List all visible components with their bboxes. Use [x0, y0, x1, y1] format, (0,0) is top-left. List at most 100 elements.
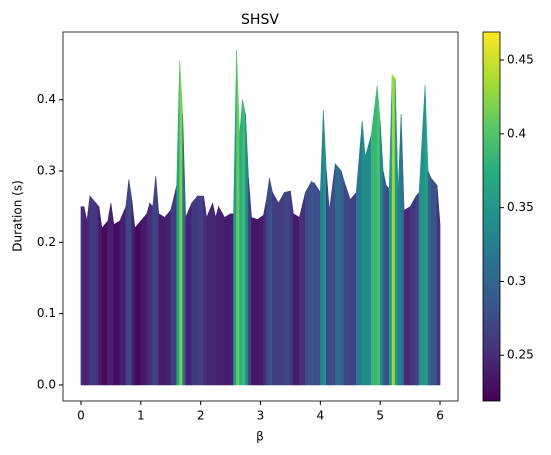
area-segment	[185, 203, 192, 386]
area-segment	[436, 185, 441, 386]
area-segment	[164, 209, 172, 386]
x-tick-label: 6	[436, 409, 444, 423]
area-segment	[349, 191, 357, 386]
area-segment	[233, 49, 237, 386]
area-segment	[284, 190, 291, 386]
area-segment	[335, 163, 342, 386]
area-segment	[388, 74, 393, 386]
area-segment	[197, 195, 204, 386]
area-segment	[113, 220, 121, 386]
colorbar-tick-label: 0.25	[507, 348, 534, 362]
area-segment	[320, 110, 324, 386]
area-segment	[140, 213, 148, 386]
area-segment	[80, 206, 85, 386]
area-segment	[191, 195, 198, 386]
area-segment	[323, 110, 327, 386]
x-tick-label: 2	[197, 409, 205, 423]
area-segment	[170, 185, 178, 386]
area-segment	[382, 170, 387, 386]
colorbar-tick-label: 0.3	[507, 274, 526, 288]
area-segment	[397, 113, 402, 386]
area-segment	[182, 113, 186, 386]
area-segment	[355, 121, 363, 386]
colorbar-tick-label: 0.4	[507, 126, 526, 140]
area-segment	[176, 60, 181, 386]
area-segment	[379, 121, 384, 386]
y-tick-label: 0.3	[37, 164, 56, 178]
y-axis-label: Duration (s)	[11, 180, 25, 252]
area-segment	[394, 78, 399, 386]
area-segment	[83, 206, 88, 386]
area-segment	[400, 113, 405, 386]
area-segment	[329, 163, 336, 386]
area-segment	[86, 195, 91, 386]
area-segment	[95, 202, 100, 386]
area-segment	[415, 191, 420, 386]
area-segment	[430, 177, 438, 386]
area-segment	[370, 85, 378, 386]
area-segment	[125, 179, 130, 386]
area-segment	[269, 178, 273, 386]
area-segment	[427, 170, 432, 386]
area-segment	[403, 206, 411, 386]
area-segment	[149, 202, 154, 386]
y-tick-label: 0.0	[37, 377, 56, 391]
area-segment	[248, 178, 252, 386]
area-segment	[278, 191, 285, 386]
area-segment	[290, 190, 294, 386]
area-segment	[391, 73, 396, 386]
area-segment	[299, 192, 306, 386]
area-segment	[361, 121, 366, 386]
area-segment	[98, 206, 103, 386]
colorbar-frame	[482, 31, 501, 402]
x-tick-label: 3	[257, 409, 265, 423]
area-segment	[206, 203, 213, 386]
area-segment	[158, 213, 166, 386]
area-segment	[101, 220, 109, 386]
y-tick-label: 0.4	[37, 92, 56, 106]
area-segment	[376, 85, 381, 386]
area-segment	[152, 176, 157, 386]
area-segment	[239, 99, 243, 386]
area-segment	[107, 203, 112, 386]
area-segment	[293, 213, 300, 386]
area-segment	[212, 203, 216, 386]
area-segment	[146, 203, 151, 386]
area-segment	[385, 184, 390, 386]
x-tick-label: 1	[137, 409, 145, 423]
area-segment	[409, 194, 417, 386]
area-segment	[203, 195, 207, 386]
colorbar-tick-label: 0.35	[507, 200, 534, 214]
area-segment	[155, 176, 160, 386]
area-segment	[224, 213, 231, 386]
x-axis-label: β	[256, 430, 264, 444]
area-segment	[343, 181, 351, 386]
area-segment	[266, 178, 270, 386]
area-segment	[263, 199, 267, 386]
colorbar-tick-label: 0.45	[507, 53, 534, 67]
area-segment	[110, 203, 115, 386]
colorbar	[483, 32, 500, 401]
x-tick-label: 0	[77, 409, 85, 423]
area-segment	[242, 99, 246, 386]
area-segment	[131, 199, 136, 386]
area-segment	[134, 220, 142, 386]
area-segment	[251, 216, 258, 386]
area-segment	[128, 179, 133, 386]
chart-title: SHSV	[241, 12, 279, 28]
area-segment	[340, 170, 345, 386]
y-tick-label: 0.1	[37, 306, 56, 320]
area-segment	[218, 205, 225, 386]
area-segment	[119, 206, 127, 386]
y-tick-label: 0.2	[37, 235, 56, 249]
area-segment	[89, 195, 97, 386]
area-segment	[272, 191, 279, 386]
area-segment	[179, 60, 183, 386]
area-segment	[364, 135, 372, 386]
x-tick-label: 4	[317, 409, 325, 423]
area-segment	[311, 181, 315, 386]
area-segment	[424, 85, 429, 386]
area-segment	[314, 182, 321, 386]
area-segment	[257, 214, 264, 386]
